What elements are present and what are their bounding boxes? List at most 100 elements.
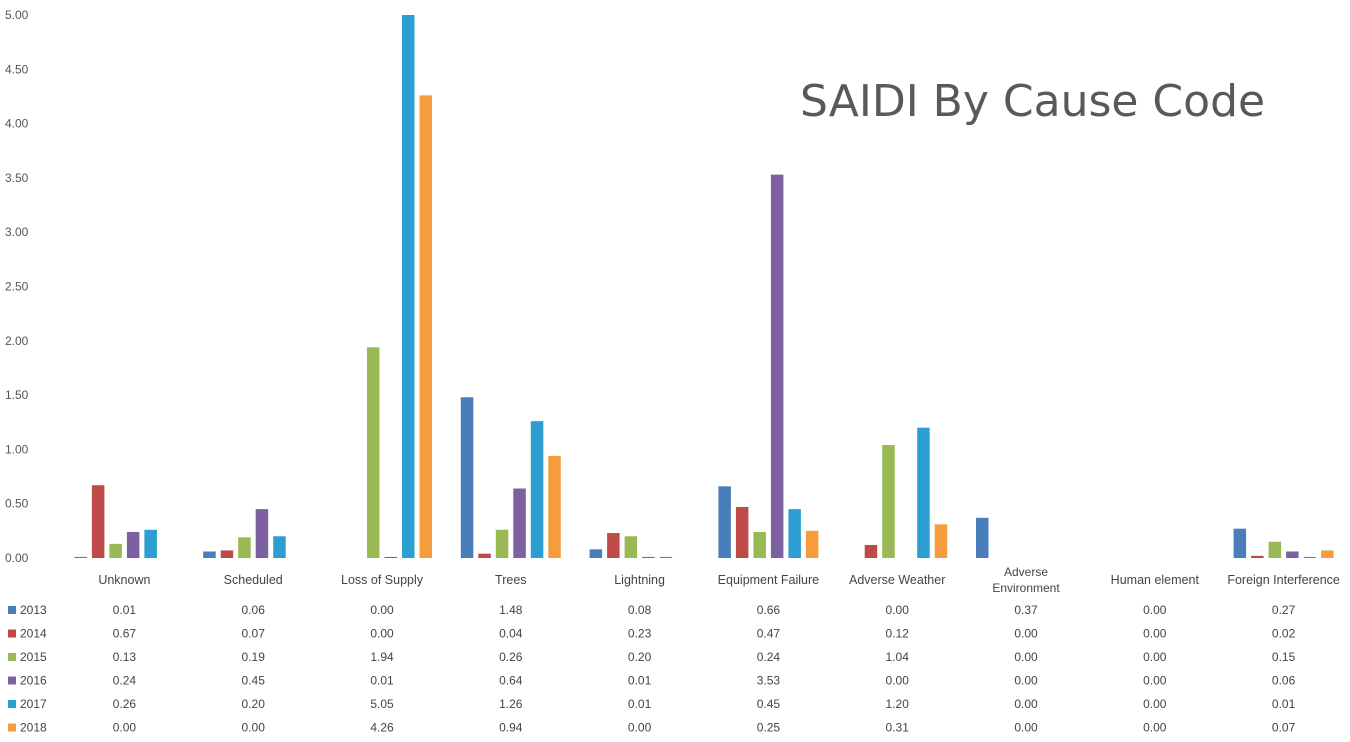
- bar: [126, 531, 140, 558]
- data-table-cell: 0.19: [242, 650, 266, 664]
- data-table-cell: 0.15: [1272, 650, 1296, 664]
- data-table-cell: 0.00: [1014, 674, 1038, 688]
- bar: [735, 506, 749, 558]
- bar: [513, 488, 526, 558]
- legend-label: 2016: [20, 674, 47, 688]
- bar: [718, 486, 731, 558]
- data-table-cell: 0.00: [242, 721, 266, 735]
- legend-label: 2015: [20, 650, 47, 664]
- bar: [642, 556, 655, 558]
- data-table-cell: 0.24: [757, 650, 781, 664]
- data-table-cell: 0.23: [628, 627, 652, 641]
- data-table-cell: 0.47: [757, 627, 781, 641]
- data-table-cell: 3.53: [757, 674, 781, 688]
- legend-swatch: [8, 606, 16, 614]
- data-table-cell: 4.26: [370, 721, 394, 735]
- bar: [753, 531, 766, 558]
- bar: [1268, 541, 1282, 558]
- data-table-cell: 0.25: [757, 721, 781, 735]
- data-table-cell: 0.00: [628, 721, 652, 735]
- data-table-cell: 0.00: [370, 627, 394, 641]
- legend-swatch: [8, 629, 16, 638]
- y-tick-label: 5.00: [5, 8, 29, 22]
- data-table-cell: 0.27: [1272, 603, 1296, 617]
- legend-swatch: [8, 653, 16, 661]
- category-label: Foreign Interference: [1227, 573, 1340, 587]
- data-table-cell: 0.07: [242, 627, 266, 641]
- bar: [144, 529, 157, 558]
- data-table-cell: 0.13: [113, 650, 137, 664]
- data-table-cell: 0.08: [628, 603, 652, 617]
- category-label: Equipment Failure: [718, 573, 819, 587]
- bar: [805, 530, 819, 558]
- category-label: Scheduled: [224, 573, 283, 587]
- data-table-cell: 0.06: [242, 603, 266, 617]
- data-table-cell: 0.12: [886, 627, 910, 641]
- legend-swatch: [8, 676, 16, 685]
- bar: [530, 421, 544, 558]
- data-table-cell: 0.00: [1143, 627, 1167, 641]
- bar: [1233, 528, 1247, 558]
- bar: [659, 556, 673, 558]
- y-tick-label: 2.50: [5, 280, 29, 294]
- data-table-cell: 0.45: [242, 674, 266, 688]
- bar: [882, 445, 895, 558]
- category-label-line: Adverse: [1004, 565, 1048, 579]
- bar: [976, 517, 989, 558]
- data-table-cell: 0.00: [886, 674, 910, 688]
- bar: [273, 536, 286, 558]
- data-table-cell: 0.26: [499, 650, 523, 664]
- y-tick-label: 4.00: [5, 117, 29, 131]
- bar: [607, 533, 620, 558]
- category-label: Adverse Weather: [849, 573, 945, 587]
- data-table-cell: 0.00: [1143, 650, 1167, 664]
- data-table-cell: 0.66: [757, 603, 781, 617]
- bar: [1303, 556, 1317, 558]
- bar: [74, 556, 87, 558]
- data-table-cell: 0.20: [242, 697, 266, 711]
- data-table-cell: 0.00: [886, 603, 910, 617]
- bar: [589, 549, 603, 558]
- data-table-cell: 0.01: [628, 697, 652, 711]
- bar: [934, 524, 948, 558]
- bar: [478, 553, 491, 558]
- data-table-cell: 0.01: [113, 603, 137, 617]
- bar: [220, 550, 234, 558]
- data-table-cell: 0.24: [113, 674, 137, 688]
- bar: [917, 427, 930, 558]
- data-table-cell: 0.31: [886, 721, 910, 735]
- bar: [1251, 555, 1264, 558]
- bar: [788, 509, 801, 558]
- y-tick-label: 2.00: [5, 334, 29, 348]
- y-tick-label: 4.50: [5, 62, 29, 76]
- data-table-cell: 0.00: [1014, 697, 1038, 711]
- bar: [109, 543, 122, 558]
- legend-swatch: [8, 700, 16, 708]
- chart-title: SAIDI By Cause Code: [800, 76, 1266, 127]
- data-table-cell: 0.00: [1143, 674, 1167, 688]
- legend-label: 2013: [20, 603, 47, 617]
- bar: [91, 485, 105, 558]
- data-table-cell: 1.48: [499, 603, 523, 617]
- data-table-cell: 1.94: [370, 650, 394, 664]
- bar: [1321, 550, 1334, 558]
- bar: [770, 174, 784, 558]
- data-table-cell: 0.94: [499, 721, 523, 735]
- data-table-cell: 1.20: [886, 697, 910, 711]
- legend-label: 2014: [20, 627, 47, 641]
- legend-label: 2018: [20, 721, 47, 735]
- data-table-cell: 5.05: [370, 697, 394, 711]
- data-table-cell: 0.20: [628, 650, 652, 664]
- data-table-cell: 0.01: [628, 674, 652, 688]
- data-table-cell: 0.02: [1272, 627, 1296, 641]
- category-label: Loss of Supply: [341, 573, 424, 587]
- data-table-cell: 0.04: [499, 627, 523, 641]
- data-table-cell: 0.64: [499, 674, 523, 688]
- bar: [419, 95, 432, 558]
- bar: [203, 551, 216, 558]
- data-table-cell: 0.00: [1014, 627, 1038, 641]
- category-label: Unknown: [98, 573, 150, 587]
- category-label: Lightning: [614, 573, 665, 587]
